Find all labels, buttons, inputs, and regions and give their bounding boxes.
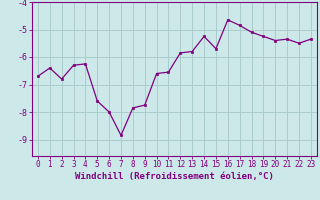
X-axis label: Windchill (Refroidissement éolien,°C): Windchill (Refroidissement éolien,°C) <box>75 172 274 181</box>
